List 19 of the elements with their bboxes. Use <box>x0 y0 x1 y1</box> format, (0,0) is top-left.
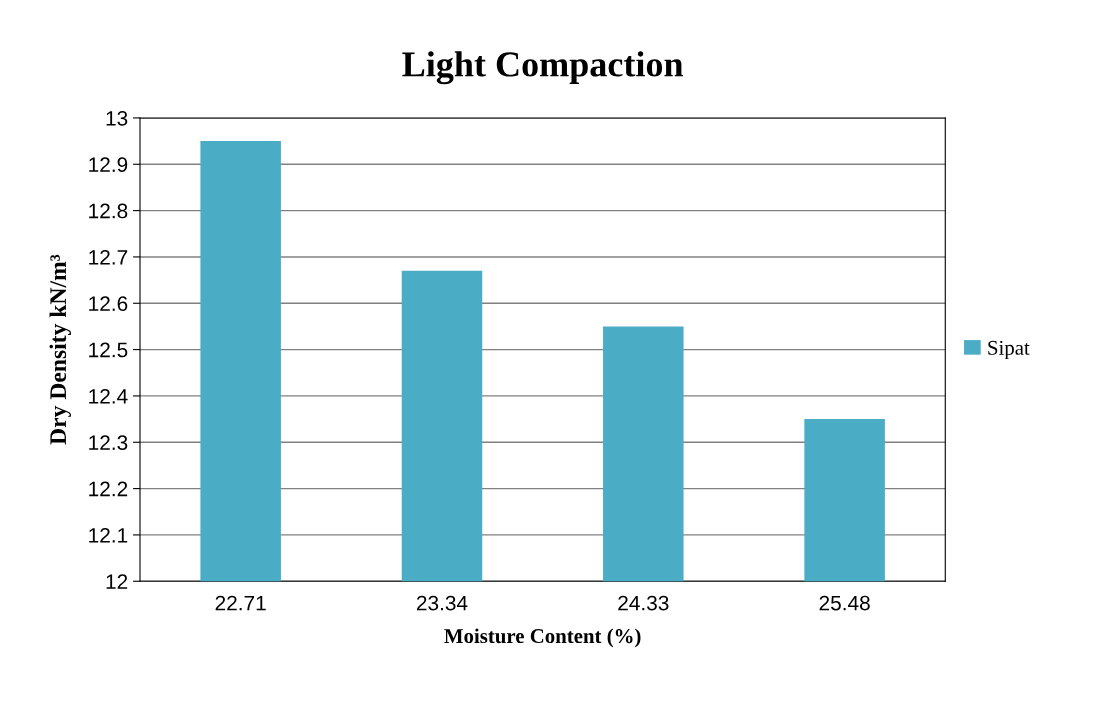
y-tick-label: 12.3 <box>89 435 128 451</box>
y-tick-label: 12.5 <box>89 342 128 358</box>
y-tick-label: 12.1 <box>89 527 128 543</box>
y-tick-label: 12 <box>106 574 128 589</box>
x-tick-label: 25.48 <box>819 595 870 611</box>
y-axis-title: Dry Density kN/m³ <box>49 254 71 445</box>
chart-title: Light Compaction <box>402 51 684 85</box>
y-tick-label: 13 <box>106 110 128 126</box>
y-tick-label: 12.4 <box>89 388 128 404</box>
x-axis-title: Moisture Content (%) <box>444 628 641 648</box>
y-tick-label: 12.9 <box>89 157 128 173</box>
y-tick-label: 12.7 <box>89 249 128 265</box>
x-tick-label: 24.33 <box>618 595 669 611</box>
y-tick-label: 12.6 <box>89 296 128 312</box>
x-tick-label: 22.71 <box>215 595 266 611</box>
legend-label: Sipat <box>988 340 1030 360</box>
x-tick-label: 23.34 <box>416 595 468 611</box>
y-tick-label: 12.2 <box>89 481 128 497</box>
y-tick-label: 12.8 <box>89 203 128 219</box>
